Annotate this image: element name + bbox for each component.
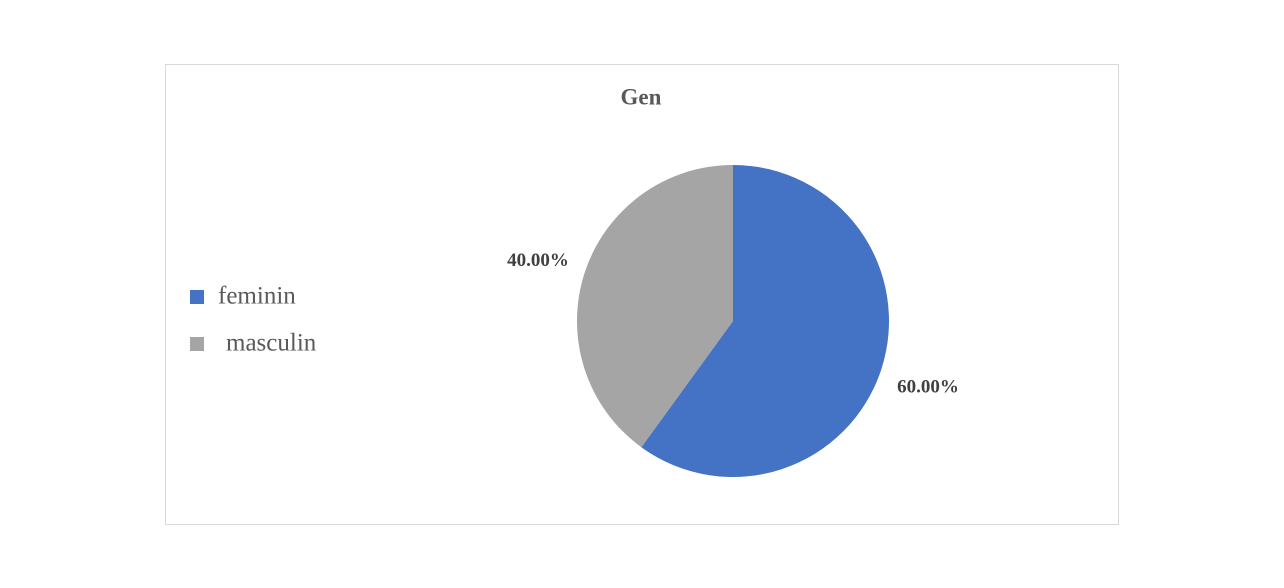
legend-label: masculin [226,330,317,357]
data-label: 60.00% [897,377,959,398]
pie-slice [576,165,733,448]
chart-title: Gen [621,84,662,109]
legend-swatch [190,290,204,304]
data-label: 40.00% [507,250,569,271]
legend-swatch [190,337,204,351]
pie-slice [641,165,889,477]
legend-label: feminin [218,283,296,310]
